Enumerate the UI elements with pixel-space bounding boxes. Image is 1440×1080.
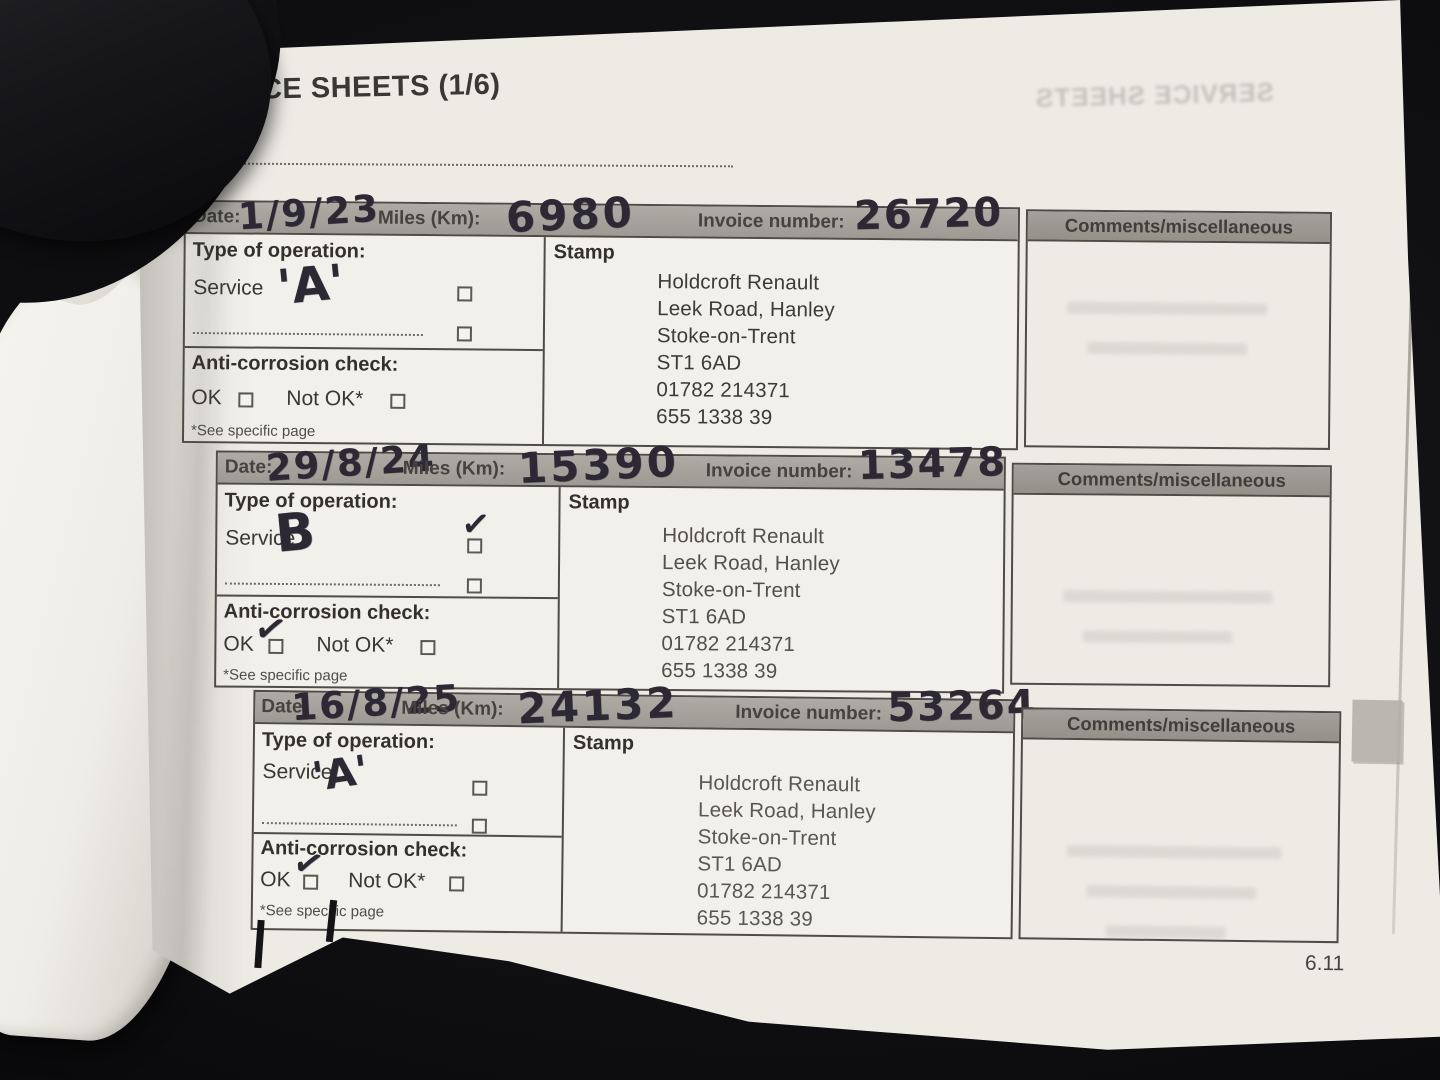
stamp-label: Stamp bbox=[572, 731, 635, 755]
not-ok-label: Not OK* bbox=[316, 633, 394, 657]
service-dotted-line bbox=[224, 582, 440, 587]
title-dotted-line bbox=[232, 162, 734, 168]
bleed-through-text bbox=[1082, 630, 1233, 644]
stamp-line: Leek Road, Hanley bbox=[661, 550, 840, 576]
ok-label: OK bbox=[223, 632, 254, 656]
stamp-line: ST1 6AD bbox=[656, 351, 742, 375]
stamp-line: 655 1338 39 bbox=[656, 405, 773, 430]
miles-label: Miles (Km): bbox=[402, 457, 506, 480]
checkmark-icon: ✓ bbox=[459, 504, 492, 545]
stamp-line: 01782 214371 bbox=[696, 879, 831, 904]
service-label: Service bbox=[193, 276, 264, 300]
anti-corrosion-label: Anti-corrosion check: bbox=[191, 352, 399, 376]
not-ok-label: Not OK* bbox=[348, 869, 426, 894]
see-specific-page-note: *See specific page bbox=[259, 902, 385, 921]
comments-header: Comments/miscellaneous bbox=[1022, 709, 1340, 744]
handwritten-service-type: 'A' bbox=[309, 747, 371, 801]
service-checkbox-1 bbox=[457, 286, 473, 302]
stamp-line: Leek Road, Hanley bbox=[697, 798, 876, 824]
ok-label: OK bbox=[191, 386, 222, 410]
bleed-through-text bbox=[1086, 341, 1247, 356]
invoice-label: Invoice number: bbox=[705, 460, 853, 483]
handwritten-miles: 15390 bbox=[516, 436, 680, 494]
handwritten-service-type: 'A' bbox=[274, 253, 347, 317]
handwritten-service-type: B bbox=[272, 501, 318, 565]
stamp-line: Holdcroft Renault bbox=[698, 771, 861, 797]
bleed-through-text bbox=[1067, 301, 1268, 316]
comments-cell bbox=[1026, 241, 1330, 448]
index-tab bbox=[1351, 699, 1403, 763]
comments-header: Comments/miscellaneous bbox=[1013, 464, 1330, 498]
stamp-line: 655 1338 39 bbox=[696, 906, 814, 931]
service-checkbox-1 bbox=[472, 780, 488, 796]
service-dotted-line bbox=[261, 822, 457, 827]
service-entry-block-1: Date: 1/9/23 Miles (Km): 6980 Invoice nu… bbox=[181, 187, 1344, 453]
service-checkbox-2 bbox=[471, 818, 487, 834]
ok-checkbox bbox=[238, 392, 254, 408]
stamp-cell: Stamp Holdcroft Renault Leek Road, Hanle… bbox=[544, 237, 1018, 448]
anti-corrosion-label: Anti-corrosion check: bbox=[223, 600, 431, 625]
stamp-label: Stamp bbox=[568, 491, 630, 514]
not-ok-checkbox bbox=[420, 640, 436, 656]
stamp-line: 01782 214371 bbox=[656, 378, 791, 403]
invoice-label: Invoice number: bbox=[735, 701, 883, 725]
stamp-line: 01782 214371 bbox=[661, 631, 796, 657]
stamp-line: Holdcroft Renault bbox=[657, 270, 820, 295]
bleed-through-text bbox=[1062, 590, 1273, 604]
handwritten-date: 1/9/23 bbox=[236, 186, 382, 239]
ok-label: OK bbox=[260, 868, 291, 892]
see-specific-page-note: *See specific page bbox=[223, 666, 348, 685]
handwritten-miles: 6980 bbox=[504, 187, 636, 243]
stamp-cell: Stamp Holdcroft Renault Leek Road, Hanle… bbox=[563, 728, 1013, 937]
service-entry-block-3: Date: 16/8/25 Miles (Km): 24132 Invoice … bbox=[250, 677, 1414, 944]
service-checkbox-2 bbox=[456, 326, 472, 342]
not-ok-label: Not OK* bbox=[286, 386, 364, 411]
handwritten-invoice: 53264 bbox=[886, 681, 1038, 732]
stamp-line: ST1 6AD bbox=[697, 852, 783, 877]
bleed-through-text bbox=[1105, 925, 1226, 939]
stamp-line: Stoke-on-Trent bbox=[656, 324, 796, 349]
not-ok-checkbox bbox=[449, 876, 465, 892]
dealer-stamp: Holdcroft Renault Leek Road, Hanley Stok… bbox=[661, 522, 840, 685]
anti-corrosion-label: Anti-corrosion check: bbox=[260, 837, 468, 862]
comments-cell bbox=[1012, 495, 1329, 685]
stamp-line: Stoke-on-Trent bbox=[697, 825, 837, 851]
comments-header: Comments/miscellaneous bbox=[1027, 211, 1331, 244]
service-dotted-line bbox=[192, 332, 423, 337]
miles-label: Miles (Km): bbox=[377, 207, 481, 230]
handwritten-miles: 24132 bbox=[516, 677, 680, 734]
miles-label: Miles (Km): bbox=[401, 697, 504, 720]
bleed-through-title: SERVICE SHEETS bbox=[1034, 76, 1275, 114]
stamp-line: Leek Road, Hanley bbox=[657, 297, 836, 322]
bleed-through-text bbox=[1086, 885, 1257, 900]
not-ok-checkbox bbox=[390, 393, 406, 409]
stamp-label: Stamp bbox=[553, 241, 615, 264]
handwritten-invoice: 26720 bbox=[853, 189, 1004, 240]
stamp-line: Holdcroft Renault bbox=[662, 523, 825, 549]
stamp-line: 655 1338 39 bbox=[661, 658, 778, 683]
page-number: 6.11 bbox=[1304, 951, 1345, 976]
service-book-page: SERVICE SHEETS (1/6) SERVICE SHEETS Date… bbox=[136, 0, 1440, 1050]
service-checkbox-2 bbox=[466, 578, 482, 594]
handwritten-invoice: 13478 bbox=[857, 439, 1008, 490]
service-entry-block-2: Date: 29/8/24 Miles (Km): 15390 Invoice … bbox=[214, 436, 1376, 696]
comments-cell bbox=[1021, 739, 1339, 941]
dealer-stamp: Holdcroft Renault Leek Road, Hanley Stok… bbox=[697, 769, 877, 933]
dealer-stamp: Holdcroft Renault Leek Road, Hanley Stok… bbox=[656, 268, 835, 432]
stamp-line: ST1 6AD bbox=[661, 604, 747, 629]
see-specific-page-note: *See specific page bbox=[190, 422, 316, 441]
stamp-line: Stoke-on-Trent bbox=[661, 577, 801, 603]
stamp-cell: Stamp Holdcroft Renault Leek Road, Hanle… bbox=[559, 487, 1004, 691]
bleed-through-text bbox=[1066, 844, 1282, 860]
invoice-label: Invoice number: bbox=[697, 210, 845, 233]
